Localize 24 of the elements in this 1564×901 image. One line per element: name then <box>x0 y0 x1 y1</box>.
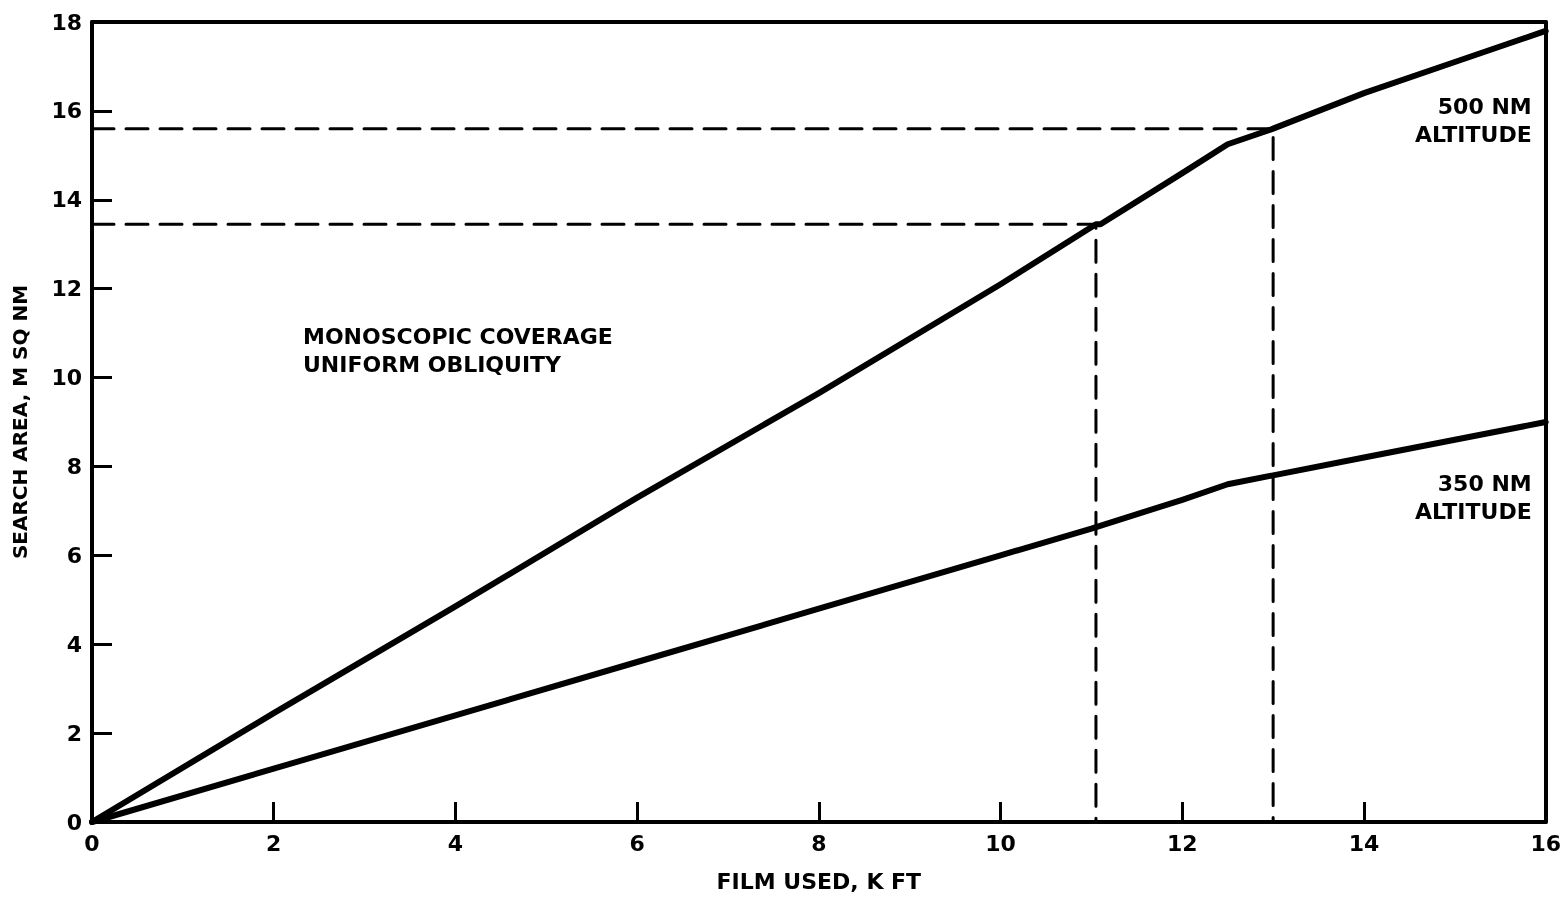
x-tick-label: 10 <box>985 830 1016 856</box>
x-tick-label: 8 <box>811 830 827 856</box>
x-tick-label: 12 <box>1166 830 1198 856</box>
y-tick-label: 0 <box>66 809 82 835</box>
annotation: MONOSCOPIC COVERAGE UNIFORM OBLIQUITY <box>303 323 613 377</box>
y-tick-label: 10 <box>51 365 82 391</box>
y-tick-label: 14 <box>51 187 82 213</box>
x-tick-label: 0 <box>84 830 100 856</box>
y-tick-label: 12 <box>51 276 82 302</box>
series-label: 500 NM ALTITUDE <box>1414 93 1532 147</box>
y-tick-label: 6 <box>66 542 82 568</box>
y-tick-label: 2 <box>66 720 82 746</box>
y-axis-title: SEARCH AREA, M SQ NM <box>8 284 32 560</box>
x-tick-label: 2 <box>266 830 282 856</box>
series-label: 350 NM ALTITUDE <box>1414 471 1532 525</box>
y-tick-label: 16 <box>51 98 82 124</box>
x-axis-title: FILM USED, K FT <box>716 868 922 894</box>
x-tick-label: 6 <box>629 830 645 856</box>
x-tick-label: 14 <box>1348 830 1380 856</box>
y-tick-label: 8 <box>66 453 82 479</box>
y-tick-label: 4 <box>66 631 82 657</box>
y-tick-label: 18 <box>51 9 82 35</box>
x-tick-label: 16 <box>1530 830 1561 856</box>
x-tick-label: 4 <box>447 830 464 856</box>
